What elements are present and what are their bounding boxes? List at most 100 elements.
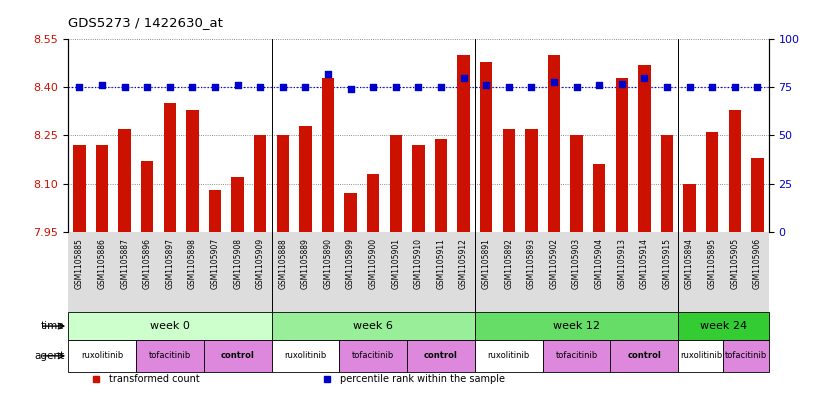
Point — [253, 84, 267, 90]
Bar — [390, 136, 402, 231]
Point — [435, 84, 448, 90]
Text: GSM1105898: GSM1105898 — [188, 238, 197, 289]
Bar — [678, 312, 769, 340]
Point — [322, 71, 335, 77]
Text: GSM1105887: GSM1105887 — [120, 238, 129, 289]
Point — [728, 84, 741, 90]
Point — [457, 75, 470, 81]
Text: ruxolitinib: ruxolitinib — [81, 351, 123, 360]
Bar — [683, 184, 696, 231]
Text: time: time — [41, 321, 65, 331]
Bar — [272, 312, 475, 340]
Point — [276, 84, 289, 90]
Text: GSM1105900: GSM1105900 — [369, 238, 378, 289]
Bar — [475, 312, 678, 340]
Point — [186, 84, 199, 90]
Point — [615, 81, 628, 87]
Bar — [435, 139, 447, 231]
Bar — [570, 136, 583, 231]
Bar — [475, 340, 543, 371]
Point — [412, 84, 425, 90]
Point — [683, 84, 696, 90]
Point — [706, 84, 719, 90]
Point — [750, 84, 764, 90]
Text: GSM1105891: GSM1105891 — [482, 238, 490, 289]
Text: tofacitinib: tofacitinib — [555, 351, 597, 360]
Bar — [729, 110, 741, 231]
Text: GSM1105903: GSM1105903 — [572, 238, 581, 289]
Bar — [299, 126, 312, 231]
Bar — [254, 136, 267, 231]
Text: tofacitinib: tofacitinib — [352, 351, 395, 360]
Text: GSM1105911: GSM1105911 — [436, 238, 445, 289]
Text: GSM1105890: GSM1105890 — [323, 238, 332, 289]
Text: week 24: week 24 — [700, 321, 747, 331]
Text: GSM1105899: GSM1105899 — [347, 238, 355, 289]
Point — [570, 84, 583, 90]
Text: GSM1105885: GSM1105885 — [75, 238, 84, 289]
Point — [209, 84, 222, 90]
Text: GSM1105888: GSM1105888 — [278, 238, 288, 289]
Bar — [136, 340, 204, 371]
Text: GSM1105915: GSM1105915 — [662, 238, 671, 289]
Text: GSM1105895: GSM1105895 — [708, 238, 716, 289]
Bar — [339, 340, 407, 371]
Text: GSM1105894: GSM1105894 — [685, 238, 694, 289]
Text: tofacitinib: tofacitinib — [725, 351, 767, 360]
Point — [118, 84, 131, 90]
Point — [96, 82, 109, 88]
Bar — [525, 129, 538, 231]
Bar — [638, 65, 651, 231]
Bar — [322, 78, 334, 231]
Text: GSM1105912: GSM1105912 — [459, 238, 468, 289]
Text: GSM1105908: GSM1105908 — [234, 238, 242, 289]
Text: GSM1105892: GSM1105892 — [504, 238, 514, 289]
Bar — [164, 103, 176, 231]
Text: GSM1105901: GSM1105901 — [391, 238, 401, 289]
Text: percentile rank within the sample: percentile rank within the sample — [340, 374, 505, 384]
Text: week 6: week 6 — [353, 321, 393, 331]
Point — [524, 84, 538, 90]
Text: GSM1105906: GSM1105906 — [753, 238, 762, 289]
Point — [502, 84, 515, 90]
Text: GSM1105914: GSM1105914 — [640, 238, 649, 289]
Text: control: control — [627, 351, 661, 360]
Text: GSM1105897: GSM1105897 — [165, 238, 175, 289]
Bar — [457, 55, 470, 231]
Bar — [724, 340, 769, 371]
Bar — [186, 110, 199, 231]
Point — [661, 84, 674, 90]
Point — [366, 84, 380, 90]
Text: GSM1105889: GSM1105889 — [301, 238, 310, 289]
Text: ruxolitinib: ruxolitinib — [284, 351, 327, 360]
Text: control: control — [424, 351, 458, 360]
Point — [163, 84, 176, 90]
Bar — [209, 190, 221, 231]
Bar — [367, 174, 380, 231]
Point — [140, 84, 154, 90]
Bar — [706, 132, 718, 231]
Text: GSM1105893: GSM1105893 — [527, 238, 536, 289]
Bar — [616, 78, 628, 231]
Text: GSM1105913: GSM1105913 — [617, 238, 627, 289]
Bar — [593, 164, 606, 231]
Bar — [119, 129, 130, 231]
Point — [389, 84, 402, 90]
Text: GSM1105910: GSM1105910 — [414, 238, 423, 289]
Bar — [678, 340, 724, 371]
Bar — [611, 340, 678, 371]
Text: GSM1105909: GSM1105909 — [256, 238, 265, 289]
Bar — [543, 340, 611, 371]
Text: GSM1105896: GSM1105896 — [143, 238, 152, 289]
Text: ruxolitinib: ruxolitinib — [488, 351, 530, 360]
Point — [231, 82, 244, 88]
Bar — [68, 340, 136, 371]
Point — [637, 75, 651, 81]
Point — [593, 82, 606, 88]
Text: GSM1105904: GSM1105904 — [595, 238, 603, 289]
Text: agent: agent — [35, 351, 65, 361]
Text: tofacitinib: tofacitinib — [149, 351, 191, 360]
Text: control: control — [221, 351, 254, 360]
Text: GSM1105886: GSM1105886 — [97, 238, 106, 289]
Point — [73, 84, 86, 90]
